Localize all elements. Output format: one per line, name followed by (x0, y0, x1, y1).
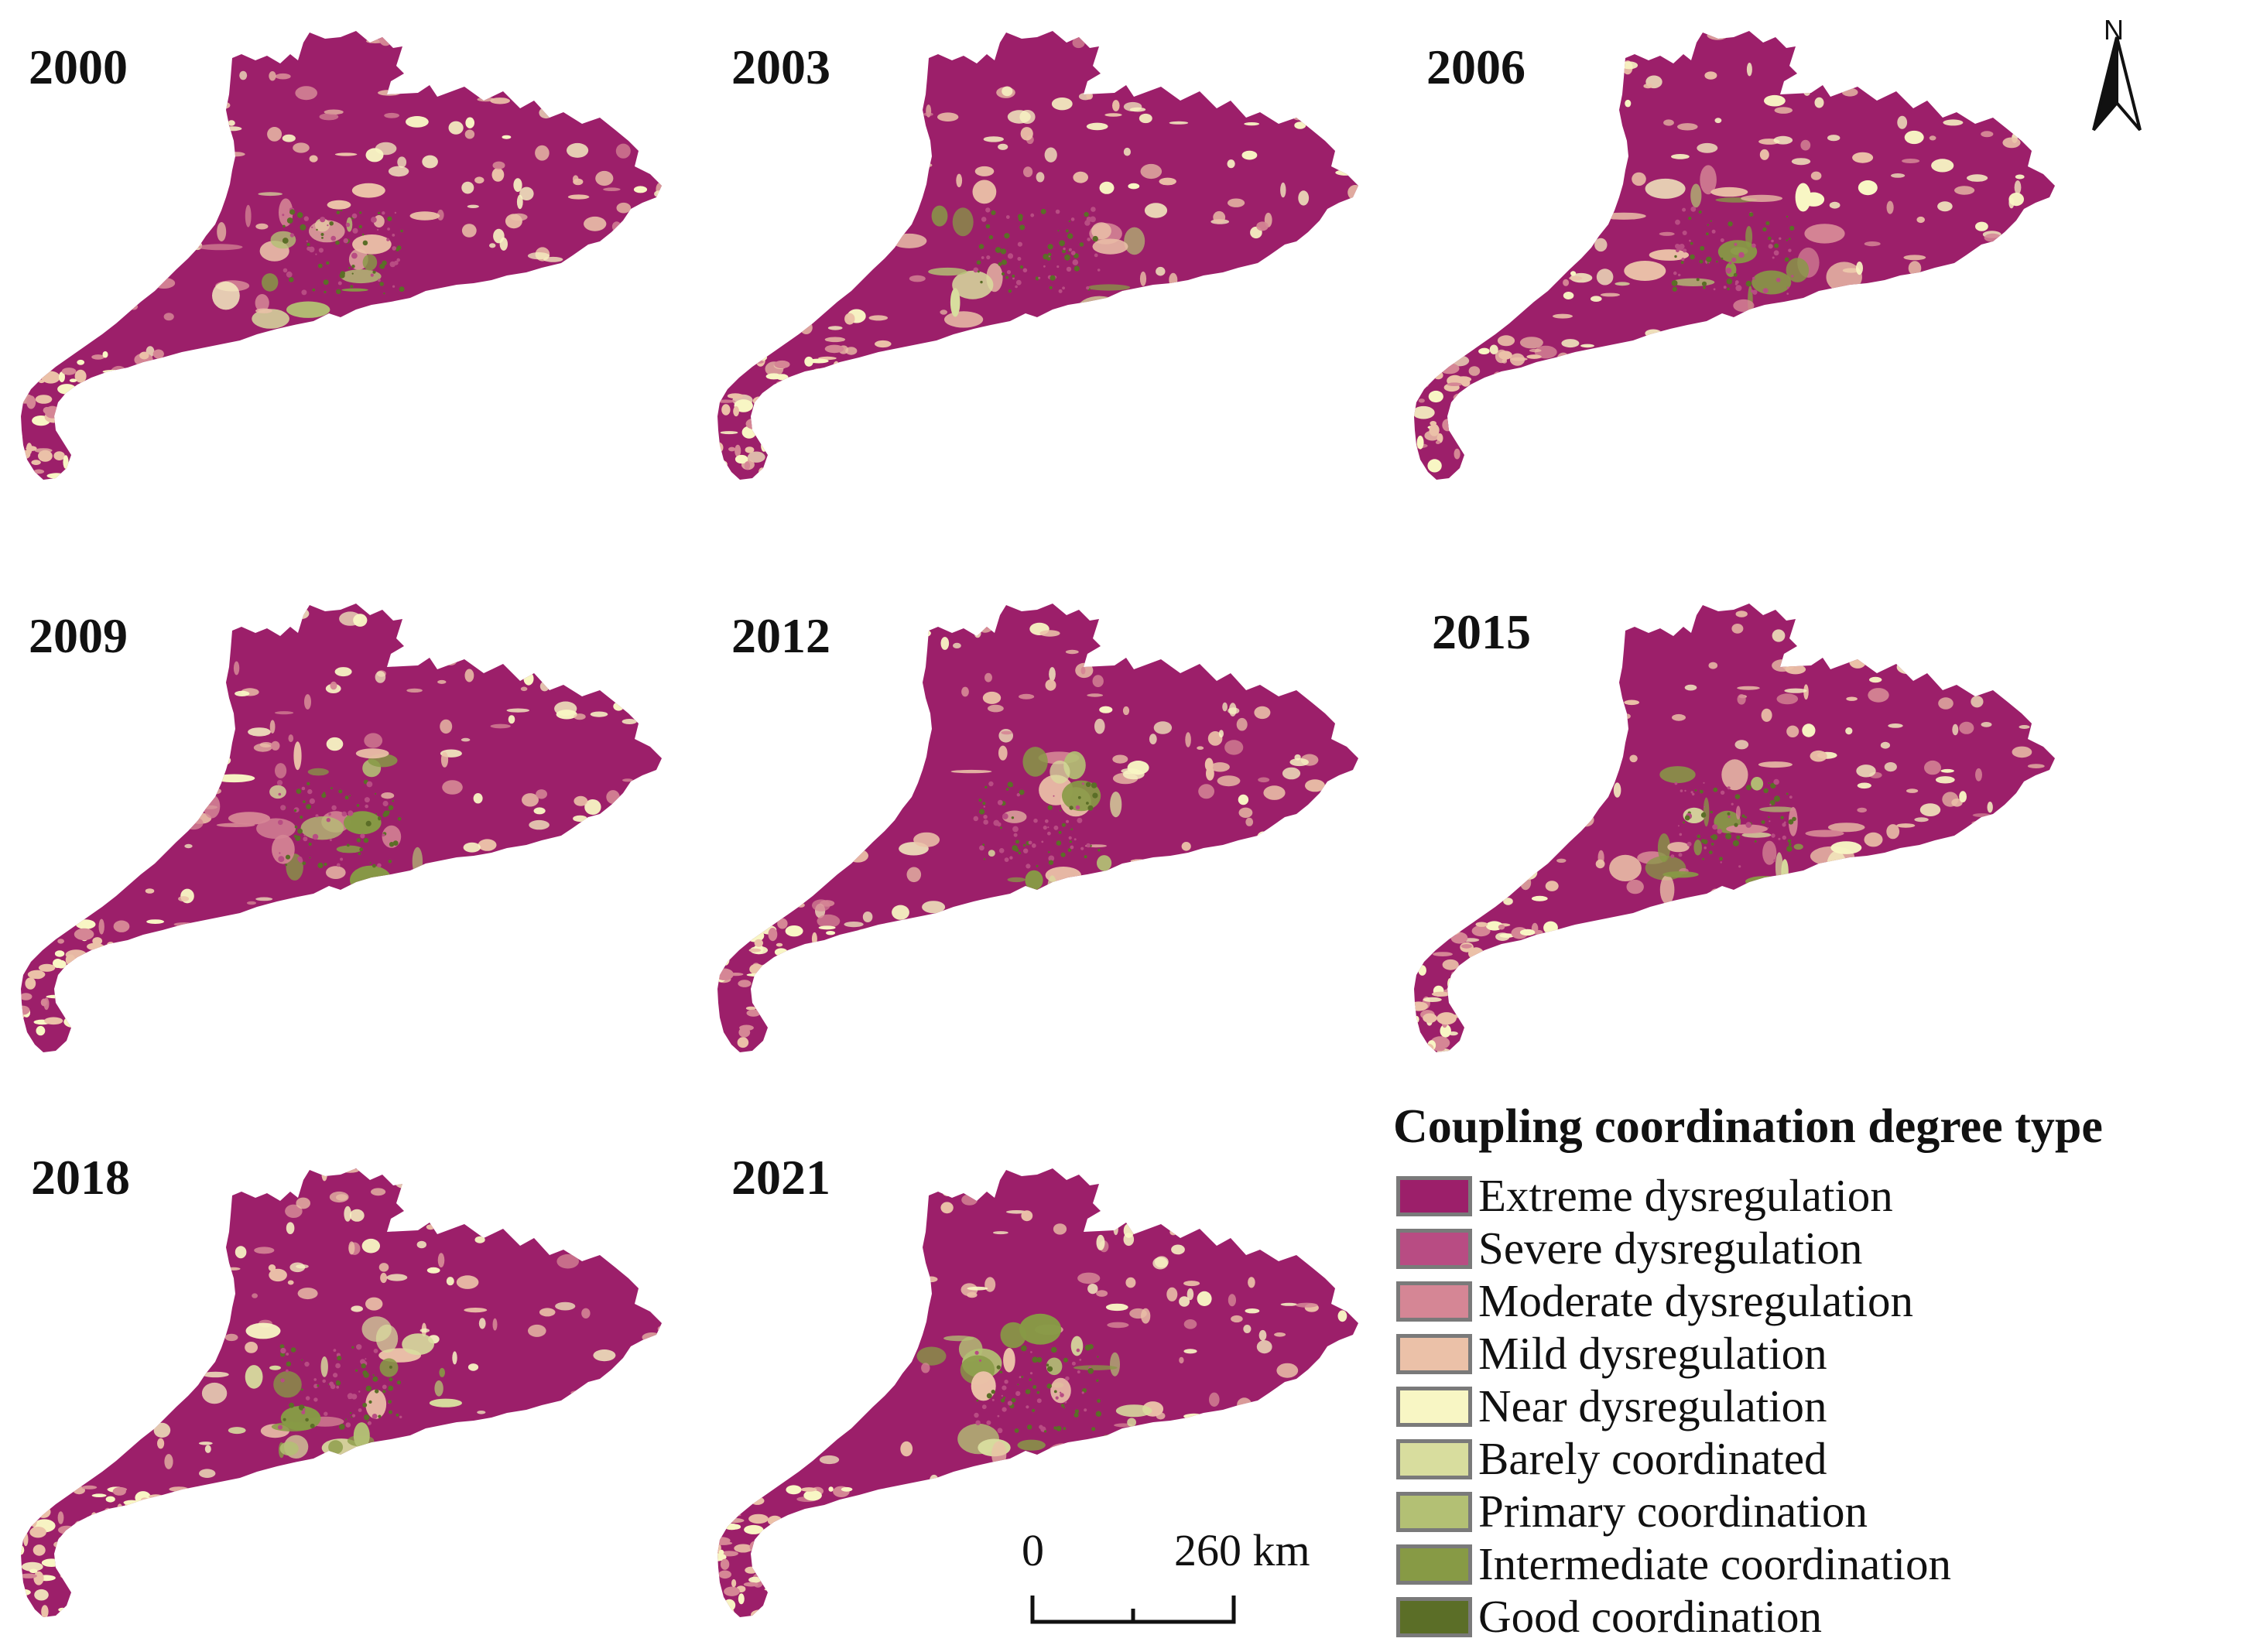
map-panel-2000 (0, 0, 681, 495)
map-2000 (21, 31, 662, 480)
map-2003 (717, 31, 1358, 480)
province-shape (717, 604, 1358, 1052)
panel-year-label: 2006 (1426, 39, 1526, 94)
legend-label: Good coordination (1478, 1591, 1823, 1642)
legend-swatch (1396, 1229, 1472, 1269)
scale-end-label: 260 km (1174, 1525, 1310, 1575)
panel-year-label: 2003 (731, 39, 830, 94)
scale-zero-label: 0 (1022, 1525, 1044, 1575)
map-panel-2012 (697, 573, 1378, 1068)
legend-label: Barely coordinated (1478, 1433, 1827, 1484)
map-2018 (21, 1168, 662, 1617)
map-panel-2009 (0, 573, 681, 1068)
legend-swatch (1396, 1334, 1472, 1374)
map-2015 (1414, 604, 2055, 1052)
map-2021 (717, 1168, 1358, 1617)
map-panel-2018 (0, 1137, 681, 1633)
panel-year-label: 2021 (731, 1150, 830, 1205)
province-shape (717, 31, 1358, 480)
legend-label: Intermediate coordination (1478, 1538, 1952, 1589)
map-2006 (1414, 31, 2055, 480)
map-panel-2015 (1393, 573, 2074, 1068)
legend-swatch (1396, 1597, 1472, 1637)
province-shape (21, 1168, 662, 1617)
legend-label: Moderate dysregulation (1478, 1275, 1913, 1326)
north-arrow-icon (2092, 36, 2142, 132)
panel-year-label: 2015 (1432, 604, 1531, 659)
legend-swatch (1396, 1439, 1472, 1479)
panel-year-label: 2018 (31, 1150, 130, 1205)
map-panel-2021 (697, 1137, 1378, 1633)
panel-year-label: 2009 (29, 608, 128, 663)
legend-title: Coupling coordination degree type (1393, 1100, 2103, 1153)
legend-label: Primary coordination (1478, 1486, 1868, 1537)
province-shape (21, 31, 662, 480)
legend-swatch (1396, 1492, 1472, 1532)
legend-swatch (1396, 1281, 1472, 1322)
legend-label: Mild dysregulation (1478, 1328, 1827, 1379)
legend-label: Near dysregulation (1478, 1380, 1827, 1431)
legend: Coupling coordination degree type Extrem… (1393, 1100, 2252, 1640)
panel-year-label: 2012 (731, 608, 830, 663)
map-2012 (717, 604, 1358, 1052)
north-label: N (2104, 14, 2124, 46)
panel-year-label: 2000 (29, 39, 128, 94)
legend-swatch (1396, 1544, 1472, 1585)
legend-swatch (1396, 1176, 1472, 1216)
legend-swatch (1396, 1387, 1472, 1427)
map-panel-2006 (1393, 0, 2074, 495)
map-2009 (21, 604, 662, 1052)
legend-label: Extreme dysregulation (1478, 1170, 1893, 1221)
scale-bar: 0 260 km (1022, 1525, 1310, 1629)
legend-label: Severe dysregulation (1478, 1223, 1863, 1274)
map-panel-2003 (697, 0, 1378, 495)
